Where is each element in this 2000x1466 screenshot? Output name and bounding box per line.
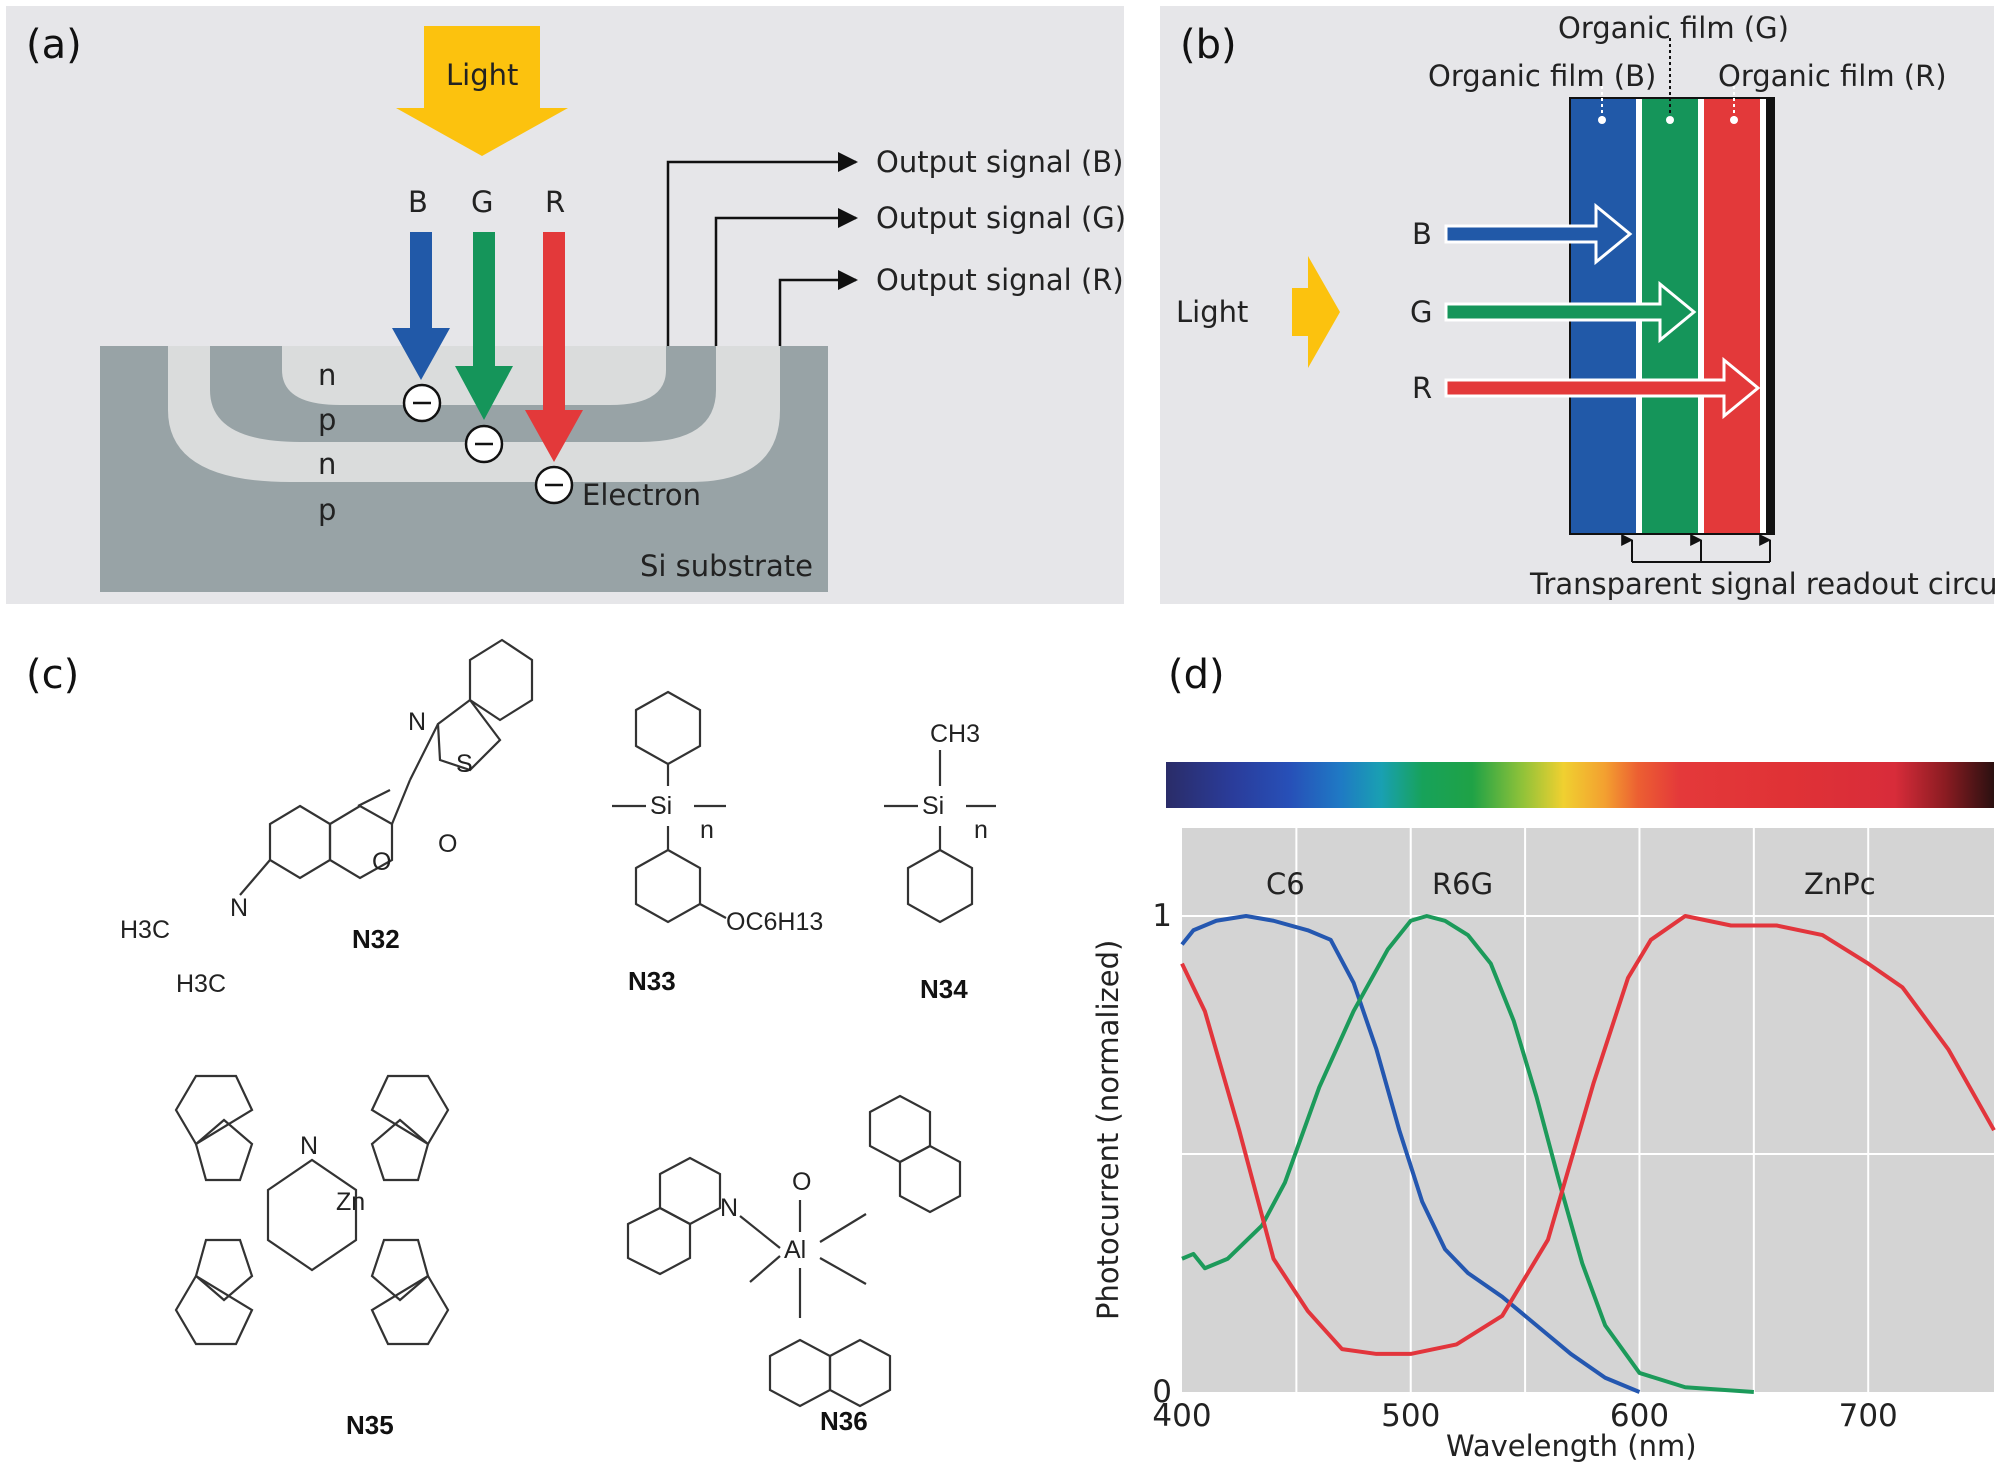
molecule-n36: Al O N N36 [626,1094,962,1436]
red-channel-arrow-icon [1444,356,1761,420]
n32-atom-o-carbonyl: O [438,830,457,858]
layer-label-n1: n [318,358,336,392]
layer-label-n2: n [318,447,336,481]
n32-ethyl1: H3C [120,916,170,944]
film-separator-2 [1698,98,1704,534]
panel-b: (b) Organic film (B) Organic film (G) Or… [1160,6,2000,604]
film-label-r: Organic film (R) [1718,59,1947,93]
channel-label-r: R [545,185,565,219]
n33-substituent: OC6H13 [726,908,823,936]
x-tick-label: 600 [1610,1398,1669,1434]
n36-atom-n: N [720,1194,738,1222]
n34-atom-si: Si [922,792,944,820]
n33-atom-si: Si [650,792,672,820]
plot-area [1182,828,1994,1392]
y-tick-label: 1 [1152,898,1172,934]
x-tick-label: 400 [1152,1398,1211,1434]
green-channel-arrow-icon [1444,280,1697,344]
molecule-n34: CH3 Si n N34 [884,720,996,1004]
substrate-label: Si substrate [640,549,813,583]
channel-r-label: R [1412,371,1432,405]
panel-d: (d) 400 500 600 700 0 1 Wavelength (nm) Photo… [1091,652,1996,1463]
molecule-label-n33: N33 [628,966,676,996]
n34-n: n [974,816,988,844]
annotation-znpc: ZnPc [1804,867,1876,901]
light-label-b: Light [1176,295,1248,329]
n32-atom-s: S [456,750,473,778]
blue-light-arrow-icon [392,232,450,380]
channel-b-label: B [1412,217,1432,251]
back-electrode [1766,98,1774,534]
series-line-znpc [1180,914,1996,1356]
y-axis-label: Photocurrent (normalized) [1091,940,1125,1320]
film-label-g: Organic film (G) [1558,11,1789,45]
film-label-b: Organic film (B) [1428,59,1656,93]
series-line-r6g [1181,914,1754,1394]
electron-label: Electron [582,478,701,512]
panel-d-label: (d) [1168,652,1225,698]
n32-atom-amine: N [230,894,248,922]
layer-label-p2: p [318,493,336,527]
series-line-c6 [1180,914,1641,1394]
n35-atom-zn: Zn [336,1188,365,1216]
output-signal-b: Output signal (B) [876,145,1123,179]
blue-channel-arrow-icon [1444,202,1633,266]
molecule-label-n32: N32 [352,924,400,954]
output-lead-b [666,152,858,346]
molecule-label-n36: N36 [820,1406,868,1436]
n36-atom-o: O [792,1168,811,1196]
output-lead-r [778,270,858,346]
readout-label: Transparent signal readout circuit [1529,567,2000,601]
panel-a-label: (a) [26,22,82,68]
molecule-label-n34: N34 [920,974,968,1004]
electron-icon-r [534,465,574,505]
n32-ethyl2: H3C [176,970,226,998]
n32-atom-n: N [408,708,426,736]
molecule-label-n35: N35 [346,1410,394,1440]
x-tick-label: 500 [1381,1398,1440,1434]
light-arrow-icon [396,26,568,156]
x-tick-label: 700 [1839,1398,1898,1434]
green-light-arrow-icon [455,232,513,420]
chart-ticks: 400 500 600 700 0 1 [1152,898,1898,1434]
panel-c: (c) N S O O N H3C H3C N32 Si [26,638,996,1440]
organic-film-r [1704,98,1760,534]
annotation-c6: C6 [1266,867,1305,901]
channel-label-b: B [408,185,428,219]
molecule-n32: N S O O N H3C H3C N32 [120,638,534,998]
visible-spectrum-bar [1166,762,1994,808]
x-axis-label: Wavelength (nm) [1446,1429,1697,1463]
light-arrow-icon-b [1292,256,1340,368]
panel-a: (a) n p n p Si substrate Light B G R [6,6,1126,604]
channel-g-label: G [1410,295,1432,329]
electron-icon-b [402,383,442,423]
chart-series [1180,914,1996,1394]
annotation-r6g: R6G [1432,867,1493,901]
n33-n: n [700,816,714,844]
panel-b-label: (b) [1180,22,1237,68]
molecule-n35: Zn N N35 [174,1074,450,1440]
red-light-arrow-icon [525,232,583,462]
n34-methyl: CH3 [930,720,980,748]
n32-atom-o: O [372,848,391,876]
channel-label-g: G [471,185,493,219]
light-label-a: Light [446,58,518,92]
n35-atom-n: N [300,1132,318,1160]
chart-grid [1182,828,1994,1392]
output-signal-r: Output signal (R) [876,263,1124,297]
electron-icon-g [464,424,504,464]
layer-label-p1: p [318,403,336,437]
output-signal-g: Output signal (G) [876,201,1126,235]
panel-c-label: (c) [26,652,79,698]
y-tick-label: 0 [1152,1374,1172,1410]
film-separator-3 [1760,98,1766,534]
n36-atom-al: Al [784,1236,806,1264]
output-lead-g [714,208,858,346]
molecule-n33: Si n OC6H13 N33 [612,690,823,996]
